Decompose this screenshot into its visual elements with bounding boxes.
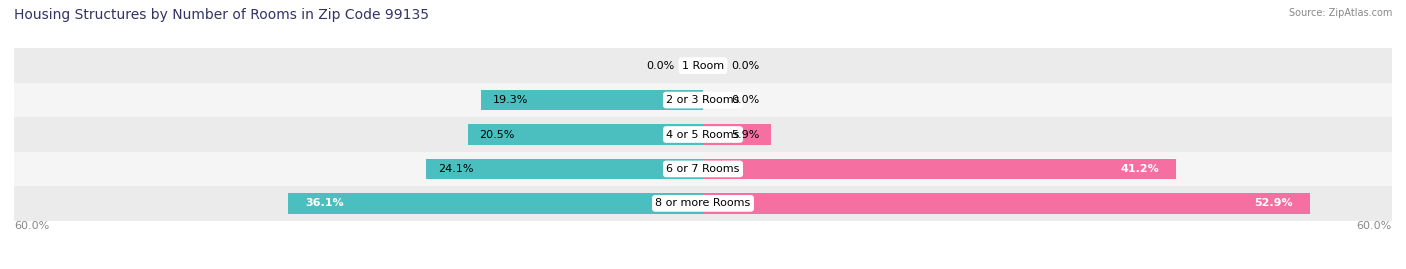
- Text: 1 Room: 1 Room: [682, 61, 724, 71]
- Bar: [703, 124, 770, 145]
- Text: 5.9%: 5.9%: [731, 129, 759, 140]
- Bar: [14, 83, 1392, 117]
- Text: 52.9%: 52.9%: [1254, 198, 1294, 208]
- Bar: [14, 152, 1392, 186]
- Text: 0.0%: 0.0%: [731, 95, 761, 105]
- Text: 4 or 5 Rooms: 4 or 5 Rooms: [666, 129, 740, 140]
- Bar: [481, 90, 703, 110]
- Bar: [288, 193, 703, 214]
- Bar: [468, 124, 703, 145]
- Text: Housing Structures by Number of Rooms in Zip Code 99135: Housing Structures by Number of Rooms in…: [14, 8, 429, 22]
- Text: 8 or more Rooms: 8 or more Rooms: [655, 198, 751, 208]
- Text: Source: ZipAtlas.com: Source: ZipAtlas.com: [1288, 8, 1392, 18]
- Text: 36.1%: 36.1%: [305, 198, 344, 208]
- Bar: [14, 186, 1392, 221]
- Text: 20.5%: 20.5%: [479, 129, 515, 140]
- Bar: [14, 48, 1392, 83]
- Text: 0.0%: 0.0%: [731, 61, 761, 71]
- Bar: [703, 159, 1175, 179]
- Text: 60.0%: 60.0%: [1357, 221, 1392, 231]
- Bar: [14, 117, 1392, 152]
- Text: 24.1%: 24.1%: [437, 164, 474, 174]
- Text: 41.2%: 41.2%: [1121, 164, 1159, 174]
- Bar: [703, 193, 1310, 214]
- Text: 6 or 7 Rooms: 6 or 7 Rooms: [666, 164, 740, 174]
- Text: 0.0%: 0.0%: [645, 61, 675, 71]
- Text: 2 or 3 Rooms: 2 or 3 Rooms: [666, 95, 740, 105]
- Bar: [426, 159, 703, 179]
- Text: 19.3%: 19.3%: [494, 95, 529, 105]
- Text: 60.0%: 60.0%: [14, 221, 49, 231]
